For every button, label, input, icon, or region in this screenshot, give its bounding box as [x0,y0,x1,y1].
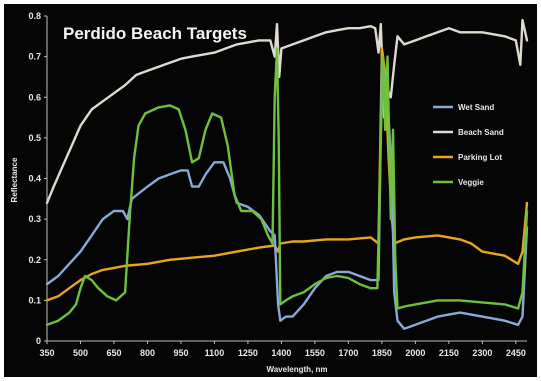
x-tick-label: 2150 [439,348,459,358]
y-tick-label: 0.7 [28,52,41,62]
x-tick-label: 350 [39,348,54,358]
y-tick-label: 0.5 [28,133,41,143]
y-axis-title: Reflectance [10,157,19,202]
x-tick-label: 950 [173,348,188,358]
x-tick-label: 2300 [472,348,492,358]
y-tick-label: 0.1 [28,295,41,305]
series-line-veggie [45,47,529,326]
x-tick-label: 2000 [405,348,425,358]
x-tick-label: 650 [106,348,121,358]
x-tick-label: 800 [140,348,155,358]
legend-label: Wet Sand [458,103,494,112]
x-tick-label: 1250 [238,348,258,358]
y-tick-label: 0.8 [28,11,41,21]
y-tick-label: 0.2 [28,255,41,265]
series-lines [45,18,529,330]
series-line-beach-sand [45,18,529,205]
y-tick-label: 0.3 [28,214,41,224]
x-tick-label: 1700 [338,348,358,358]
legend-label: Parking Lot [458,153,502,162]
x-tick-label: 500 [73,348,88,358]
legend-label: Beach Sand [458,128,504,137]
y-tick-label: 0 [36,336,41,346]
x-tick-label: 2450 [506,348,526,358]
legend-label: Veggie [458,178,484,187]
x-tick-label: 1550 [305,348,325,358]
y-tick-label: 0.6 [28,92,41,102]
chart-background [4,4,537,377]
axes: 0 0.1 0.2 0.3 0.4 0.5 0.6 0.7 0.8 350 500 650 800 950… [28,11,527,358]
x-tick-label: 1850 [372,348,392,358]
x-axis-title: Wavelength, nm [266,365,327,374]
series-line-parking-lot [45,47,529,302]
y-tick-label: 0.4 [28,174,41,184]
chart-title: Perdido Beach Targets [63,24,247,43]
legend: Wet Sand Beach Sand Parking Lot Veggie [433,103,504,187]
x-tick-label: 1100 [205,348,225,358]
x-tick-label: 1400 [271,348,291,358]
